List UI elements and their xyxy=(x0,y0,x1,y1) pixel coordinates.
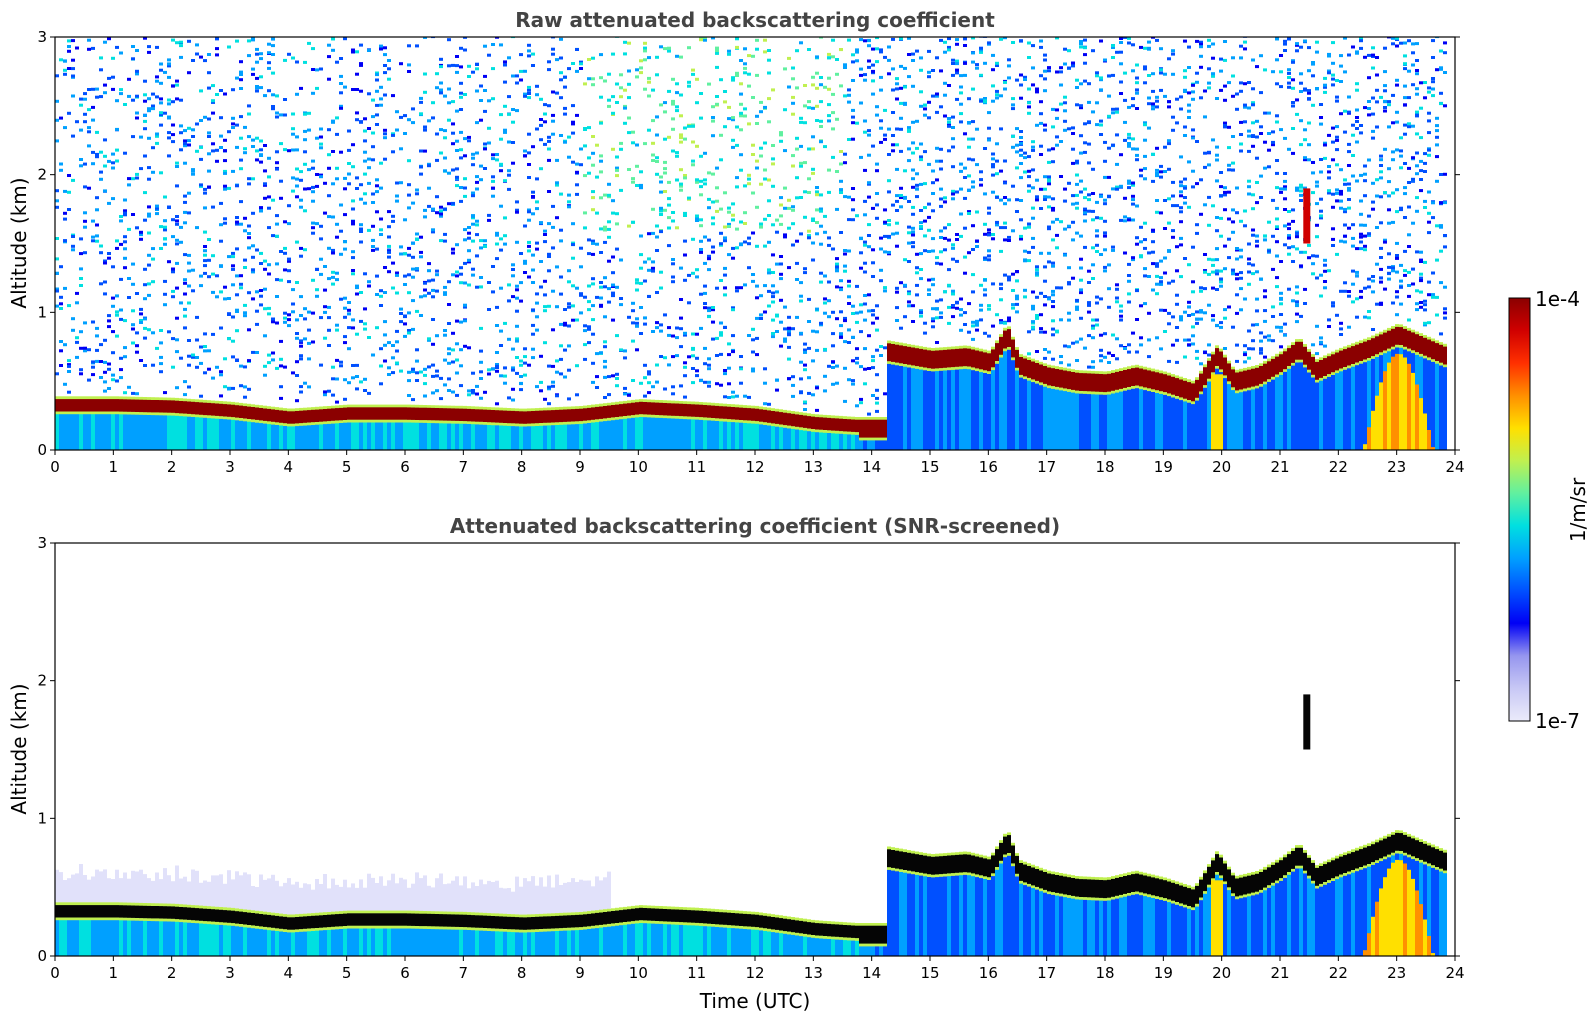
x-tick-label: 13 xyxy=(804,964,823,982)
x-tick-label: 23 xyxy=(1387,964,1406,982)
x-tick-label: 4 xyxy=(284,964,294,982)
x-tick-label: 11 xyxy=(687,964,706,982)
y-tick-label: 2 xyxy=(37,672,47,690)
y-tick-label: 1 xyxy=(37,809,47,827)
x-tick-label: 1 xyxy=(109,458,119,476)
y-tick-label: 0 xyxy=(37,441,47,459)
colorbar xyxy=(1508,297,1531,722)
x-tick-label: 5 xyxy=(342,458,352,476)
panel2-x-axis: 0 1 2 3 4 5 6 7 8 9 10 11 12 13 14 15 16 17 18 19 20 21 22 23 24 xyxy=(50,956,1465,982)
panel1-ylabel: Altitude (km) xyxy=(7,177,31,308)
y-tick-label: 3 xyxy=(37,534,47,552)
x-tick-label: 17 xyxy=(1037,458,1056,476)
x-tick-label: 8 xyxy=(517,964,527,982)
panel2-heatmap xyxy=(55,694,1447,956)
y-tick-label: 2 xyxy=(37,166,47,184)
panel1-x-axis: 0 1 2 3 4 5 6 7 8 9 10 11 12 13 14 15 16 17 18 19 20 21 22 23 24 xyxy=(50,450,1465,476)
x-tick-label: 1 xyxy=(109,964,119,982)
x-tick-label: 15 xyxy=(920,964,939,982)
x-tick-label: 24 xyxy=(1445,964,1464,982)
x-tick-label: 21 xyxy=(1270,964,1289,982)
x-tick-label: 9 xyxy=(575,964,585,982)
x-tick-label: 24 xyxy=(1445,458,1464,476)
panel1-y-axis: 0 1 2 3 xyxy=(37,28,1460,459)
x-tick-label: 16 xyxy=(979,458,998,476)
x-tick-label: 4 xyxy=(284,458,294,476)
y-tick-label: 1 xyxy=(37,303,47,321)
x-tick-label: 2 xyxy=(167,458,177,476)
colorbar-unit-label: 1/m/sr xyxy=(1566,477,1590,542)
x-tick-label: 7 xyxy=(459,458,469,476)
x-tick-label: 6 xyxy=(400,964,410,982)
y-tick-label: 3 xyxy=(37,28,47,46)
x-tick-label: 5 xyxy=(342,964,352,982)
x-tick-label: 2 xyxy=(167,964,177,982)
x-tick-label: 14 xyxy=(862,964,881,982)
x-tick-label: 22 xyxy=(1329,964,1348,982)
x-tick-label: 3 xyxy=(225,964,235,982)
panel2-ylabel: Altitude (km) xyxy=(7,683,31,814)
panel2-y-axis: 0 1 2 3 xyxy=(37,534,1460,965)
x-tick-label: 19 xyxy=(1154,458,1173,476)
panel1-heatmap xyxy=(55,37,1447,450)
colorbar-min-label: 1e-7 xyxy=(1535,709,1580,733)
x-tick-label: 19 xyxy=(1154,964,1173,982)
x-tick-label: 18 xyxy=(1095,458,1114,476)
x-tick-label: 15 xyxy=(920,458,939,476)
x-tick-label: 18 xyxy=(1095,964,1114,982)
y-tick-label: 0 xyxy=(37,947,47,965)
x-tick-label: 9 xyxy=(575,458,585,476)
x-tick-label: 0 xyxy=(50,458,60,476)
x-tick-label: 11 xyxy=(687,458,706,476)
x-tick-label: 20 xyxy=(1212,964,1231,982)
x-tick-label: 20 xyxy=(1212,458,1231,476)
x-tick-label: 23 xyxy=(1387,458,1406,476)
x-tick-label: 7 xyxy=(459,964,469,982)
panel2-title: Attenuated backscattering coefficient (S… xyxy=(450,514,1060,538)
x-tick-label: 14 xyxy=(862,458,881,476)
x-tick-label: 12 xyxy=(745,458,764,476)
x-tick-label: 13 xyxy=(804,458,823,476)
colorbar-max-label: 1e-4 xyxy=(1535,287,1580,311)
x-tick-label: 21 xyxy=(1270,458,1289,476)
x-tick-label: 10 xyxy=(629,964,648,982)
x-tick-label: 22 xyxy=(1329,458,1348,476)
x-tick-label: 3 xyxy=(225,458,235,476)
x-tick-label: 17 xyxy=(1037,964,1056,982)
x-tick-label: 0 xyxy=(50,964,60,982)
x-tick-label: 10 xyxy=(629,458,648,476)
x-tick-label: 8 xyxy=(517,458,527,476)
x-tick-label: 6 xyxy=(400,458,410,476)
x-tick-label: 16 xyxy=(979,964,998,982)
x-tick-label: 12 xyxy=(745,964,764,982)
panel1-title: Raw attenuated backscattering coefficien… xyxy=(515,8,995,32)
panel2-xlabel: Time (UTC) xyxy=(699,989,811,1013)
